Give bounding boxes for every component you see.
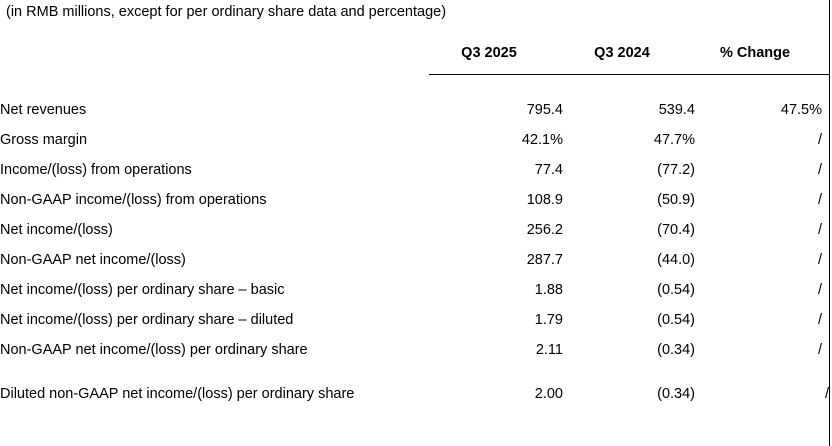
table-row: Income/(loss) from operations 77.4 (77.2… — [0, 155, 829, 185]
row-label: Net income/(loss) — [0, 222, 113, 238]
row-value-prior: (50.9) — [657, 192, 695, 208]
row-value-current: 795.4 — [526, 102, 563, 118]
row-label: Net income/(loss) per ordinary share – b… — [0, 282, 285, 298]
row-label: Non-GAAP net income/(loss) per ordinary … — [0, 342, 308, 358]
row-value-change: / — [817, 282, 822, 298]
table-caption: (in RMB millions, except for per ordinar… — [6, 4, 447, 20]
row-value-current: 77.4 — [534, 162, 563, 178]
row-label: Income/(loss) from operations — [0, 162, 192, 178]
table-row: Net income/(loss) per ordinary share – b… — [0, 275, 829, 305]
row-value-current: 2.11 — [535, 342, 563, 358]
table-row: Net income/(loss) per ordinary share – d… — [0, 305, 829, 335]
row-value-change: / — [817, 312, 822, 328]
table-body: Net revenues 795.4 539.4 47.5% Gross mar… — [0, 75, 829, 424]
table-header-row: Q3 2025 Q3 2024 % Change — [0, 36, 829, 75]
column-header-prior-quarter: Q3 2024 — [563, 36, 695, 75]
row-value-current: 256.2 — [526, 222, 563, 238]
table-row: Non-GAAP net income/(loss) per ordinary … — [0, 335, 829, 365]
row-value-current: 1.79 — [534, 312, 563, 328]
row-value-prior: (70.4) — [657, 222, 695, 238]
row-label: Gross margin — [0, 132, 88, 148]
row-value-change: / — [817, 342, 822, 358]
row-value-prior: (0.54) — [657, 282, 695, 298]
row-value-change: / — [824, 386, 829, 402]
row-value-prior: 47.7% — [653, 132, 695, 148]
table-row: Non-GAAP income/(loss) from operations 1… — [0, 185, 829, 215]
row-value-prior: (0.34) — [657, 342, 695, 358]
row-label: Non-GAAP income/(loss) from operations — [0, 192, 267, 208]
row-value-current: 42.1% — [521, 132, 563, 148]
row-value-current: 1.88 — [534, 282, 563, 298]
page-edge-rule — [829, 0, 830, 446]
row-label: Net revenues — [0, 102, 87, 118]
row-value-prior: (77.2) — [657, 162, 695, 178]
table-row: Non-GAAP net income/(loss) 287.7 (44.0) … — [0, 245, 829, 275]
table-row: Diluted non-GAAP net income/(loss) per o… — [0, 365, 829, 423]
row-label: Net income/(loss) per ordinary share – d… — [0, 312, 294, 328]
row-value-change: / — [817, 132, 822, 148]
row-label: Diluted non-GAAP net income/(loss) per o… — [0, 386, 355, 402]
row-value-prior: 539.4 — [658, 102, 695, 118]
row-value-current: 287.7 — [526, 252, 563, 268]
column-header-label — [0, 36, 429, 75]
column-header-current-quarter: Q3 2025 — [429, 36, 563, 75]
table-row: Net revenues 795.4 539.4 47.5% — [0, 95, 829, 125]
table-row: Net income/(loss) 256.2 (70.4) / — [0, 215, 829, 245]
row-value-change: / — [817, 252, 822, 268]
header-rule-spacer — [0, 75, 829, 96]
row-value-change: / — [817, 222, 822, 238]
financial-results-table: Q3 2025 Q3 2024 % Change Net revenues 79… — [0, 36, 829, 423]
column-header-percent-change: % Change — [695, 36, 829, 75]
row-value-prior: (44.0) — [657, 252, 695, 268]
row-value-change: 47.5% — [780, 102, 822, 118]
row-value-prior: (0.34) — [657, 386, 695, 402]
row-value-change: / — [817, 162, 822, 178]
row-value-change: / — [817, 192, 822, 208]
row-label: Non-GAAP net income/(loss) — [0, 252, 186, 268]
row-value-current: 2.00 — [534, 386, 563, 402]
table-row: Gross margin 42.1% 47.7% / — [0, 125, 829, 155]
row-value-current: 108.9 — [526, 192, 563, 208]
row-value-prior: (0.54) — [657, 312, 695, 328]
